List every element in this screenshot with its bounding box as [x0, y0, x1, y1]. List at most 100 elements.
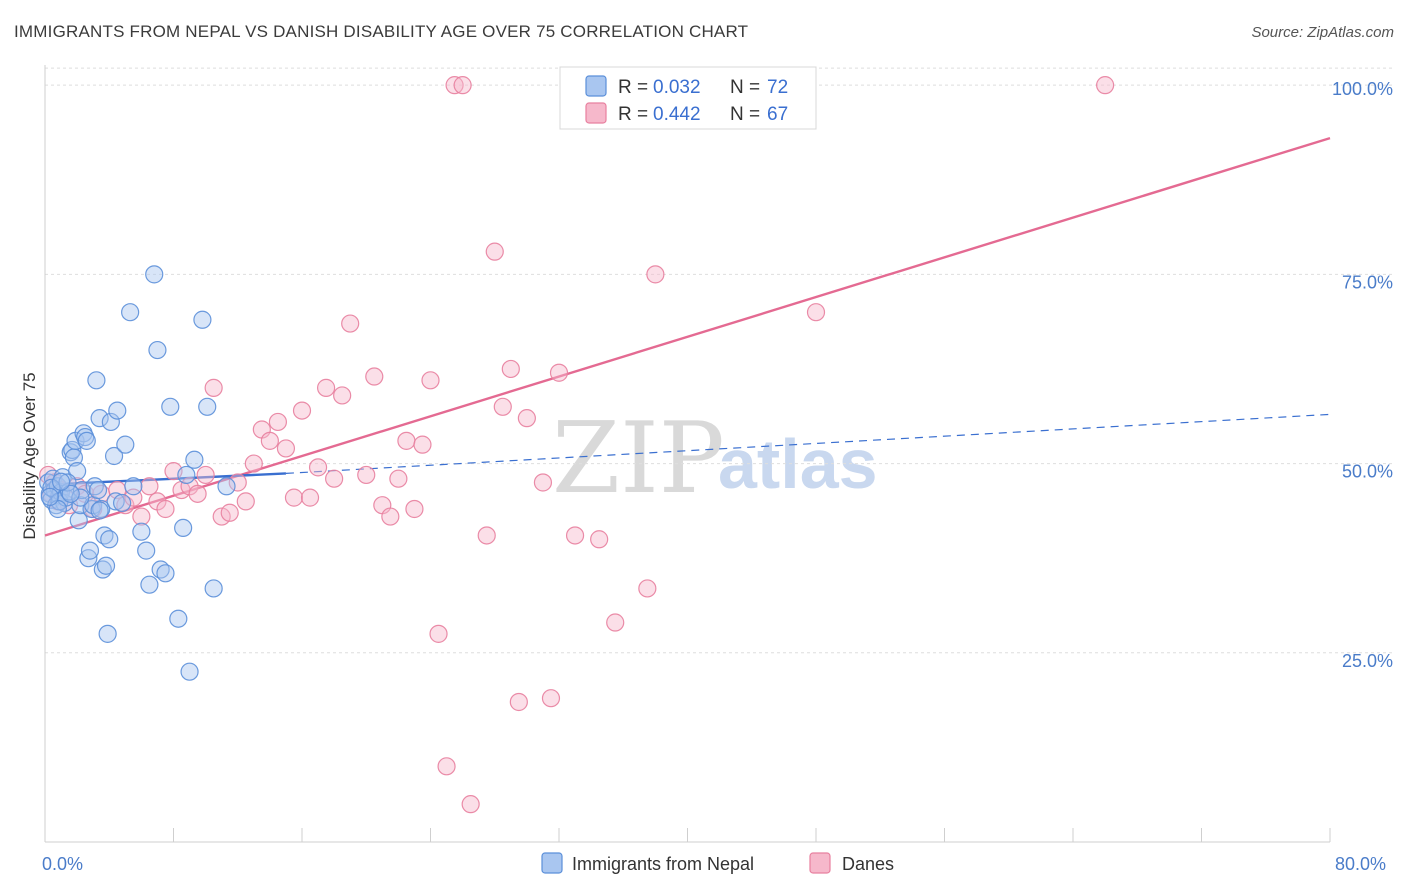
- y-tick-label: 75.0%: [1342, 272, 1393, 292]
- danes-point: [429, 624, 448, 643]
- danes-point: [590, 530, 609, 549]
- danes-point: [549, 363, 569, 382]
- nepal-point: [80, 541, 100, 560]
- danes-point: [638, 579, 657, 598]
- watermark-zip: ZIP: [552, 402, 725, 516]
- legend-r-value-blue: 0.032: [653, 77, 701, 98]
- danes-point: [461, 795, 480, 814]
- nepal-point: [121, 303, 140, 322]
- danes-point: [413, 435, 432, 454]
- danes-point: [646, 265, 665, 284]
- series-legend-swatch-danes: [809, 852, 831, 874]
- nepal-point: [137, 541, 156, 560]
- danes-point: [188, 484, 207, 503]
- danes-point: [541, 689, 561, 708]
- nepal-point: [98, 624, 117, 643]
- nepal-point: [116, 435, 135, 454]
- danes-point: [806, 303, 826, 322]
- danes-point: [260, 431, 279, 450]
- danes-point: [220, 503, 239, 522]
- nepal-point: [140, 575, 159, 594]
- danes-point: [453, 76, 472, 95]
- danes-point: [565, 526, 585, 545]
- series-legend-swatch-nepal: [541, 852, 563, 874]
- danes-point: [325, 469, 344, 488]
- nepal-point: [51, 472, 71, 491]
- danes-point: [509, 692, 528, 712]
- series-legend-label-nepal: Immigrants from Nepal: [572, 854, 754, 874]
- danes-point: [284, 488, 304, 507]
- x-tick-label-max: 80.0%: [1335, 854, 1386, 874]
- danes-point: [533, 473, 553, 492]
- danes-point: [485, 242, 504, 261]
- nepal-point: [79, 549, 98, 568]
- y-axis-title: Disability Age Over 75: [20, 372, 39, 539]
- danes-point: [196, 465, 215, 485]
- nepal-point: [132, 522, 151, 541]
- nepal-point: [217, 477, 236, 496]
- danes-point: [268, 412, 288, 432]
- danes-point: [493, 397, 512, 416]
- nepal-point: [40, 487, 59, 506]
- legend-r-label-blue: R =: [618, 77, 648, 98]
- y-tick-label: 100.0%: [1332, 79, 1393, 99]
- danes-point: [389, 469, 408, 488]
- danes-point: [421, 371, 440, 390]
- legend-r-label-pink: R =: [618, 104, 648, 125]
- danes-point: [357, 465, 376, 485]
- y-tick-label: 25.0%: [1342, 651, 1393, 671]
- nepal-point: [96, 556, 116, 575]
- danes-point: [365, 367, 384, 386]
- series-legend: Immigrants from Nepal Danes: [541, 852, 894, 874]
- nepal-point: [204, 579, 223, 598]
- y-tick-label: 50.0%: [1342, 462, 1393, 482]
- danes-point: [437, 757, 456, 776]
- chart-source: Source: ZipAtlas.com: [1251, 24, 1394, 41]
- nepal-point: [88, 480, 108, 500]
- danes-point: [236, 492, 255, 511]
- grid-lines: [45, 67, 1392, 654]
- x-tick-label-min: 0.0%: [42, 854, 83, 874]
- danes-point: [333, 386, 352, 405]
- legend-swatch-pink: [585, 102, 607, 124]
- danes-point: [132, 507, 151, 526]
- danes-point: [204, 378, 223, 397]
- nepal-point: [174, 518, 193, 538]
- nepal-point: [169, 609, 188, 628]
- danes-point: [517, 409, 536, 428]
- nepal-trend-line-dashed: [285, 413, 1331, 475]
- nepal-point: [87, 371, 106, 390]
- nepal-point: [58, 473, 77, 492]
- danes-point: [140, 477, 159, 496]
- danes-point: [397, 431, 416, 450]
- series-legend-label-danes: Danes: [842, 854, 894, 874]
- danes-point: [501, 359, 520, 379]
- nepal-point: [42, 478, 61, 497]
- nepal-point: [106, 492, 125, 511]
- legend-n-label-blue: N =: [730, 77, 760, 98]
- axes: [44, 65, 1331, 843]
- nepal-point: [61, 484, 80, 503]
- nepal-point: [177, 465, 196, 485]
- danes-point: [244, 454, 263, 473]
- nepal-point: [198, 397, 217, 416]
- danes-point: [316, 378, 336, 397]
- nepal-point: [156, 564, 175, 583]
- nepal-point: [145, 265, 164, 284]
- danes-point: [1096, 76, 1115, 95]
- data-points: [39, 76, 1115, 814]
- nepal-point: [161, 397, 180, 416]
- danes-point: [228, 473, 247, 492]
- danes-point: [381, 507, 400, 526]
- nepal-point: [148, 340, 167, 360]
- nepal-point: [112, 493, 132, 513]
- nepal-point: [69, 511, 88, 530]
- nepal-point: [193, 310, 212, 329]
- danes-point: [405, 499, 424, 519]
- legend-n-value-blue: 72: [767, 77, 788, 98]
- nepal-point: [100, 530, 119, 549]
- watermark: ZIP atlas: [552, 402, 878, 516]
- danes-point: [276, 439, 296, 458]
- danes-point: [341, 314, 360, 333]
- danes-point: [477, 526, 496, 545]
